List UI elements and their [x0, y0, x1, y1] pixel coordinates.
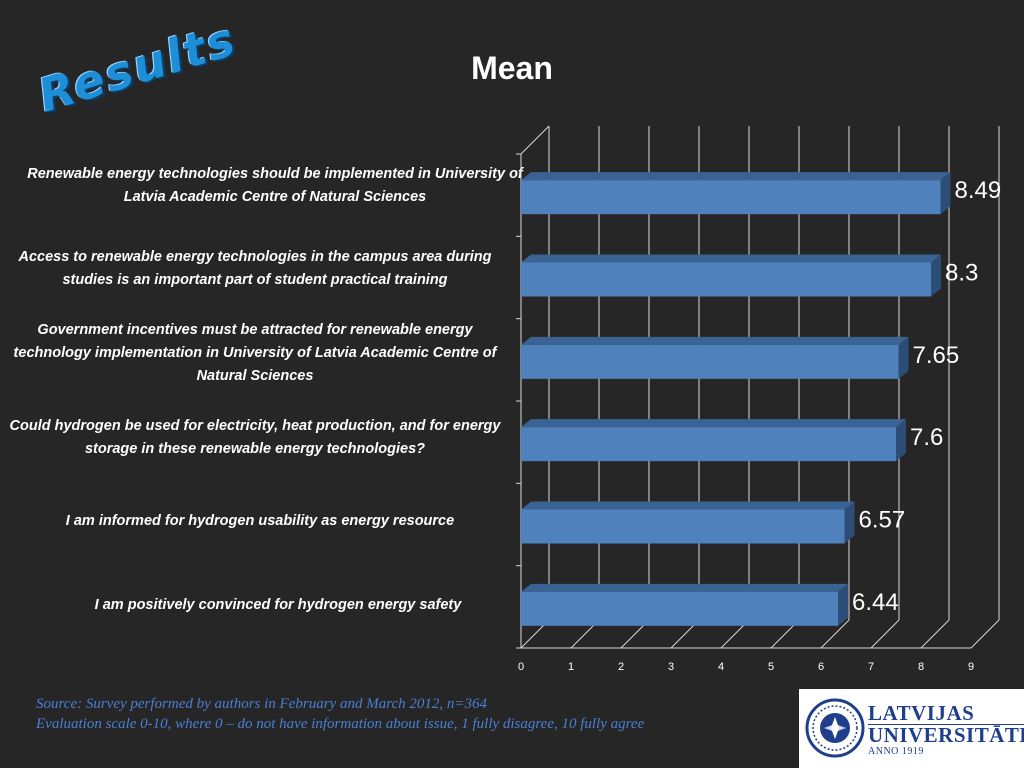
bar-top [521, 172, 951, 181]
bar-side [844, 501, 855, 544]
x-tick-label: 9 [968, 661, 974, 673]
category-label: Access to renewable energy technologies … [18, 249, 492, 288]
data-label: 6.57 [859, 507, 906, 534]
seal-icon [805, 698, 865, 758]
category-label: Could hydrogen be used for electricity, … [9, 418, 501, 457]
x-tick-label: 8 [918, 661, 924, 673]
logo-line-1: LATVIJAS [868, 701, 975, 725]
bar [521, 427, 896, 462]
x-tick-label: 3 [668, 661, 674, 673]
x-tick-label: 5 [768, 661, 774, 673]
data-label: 8.3 [945, 260, 978, 287]
bar-top [521, 501, 855, 510]
bar-side [940, 172, 951, 215]
bar [521, 509, 845, 544]
category-label: Renewable energy technologies should be … [27, 166, 523, 205]
bar-top [521, 254, 941, 263]
x-tick-label: 7 [868, 661, 874, 673]
data-label: 7.6 [910, 424, 943, 451]
floor-line [970, 619, 1000, 649]
floor-line [820, 619, 850, 649]
source-note: Source: Survey performed by authors in F… [36, 694, 644, 734]
x-tick-label: 6 [818, 661, 824, 673]
category-label: Government incentives must be attracted … [13, 322, 497, 384]
floor-line [920, 619, 950, 649]
bar [521, 591, 838, 626]
x-tick-label: 4 [718, 661, 724, 673]
x-tick-label: 2 [618, 661, 624, 673]
x-tick-label: 0 [518, 661, 524, 673]
scale-note: Evaluation scale 0-10, where 0 – do not … [36, 716, 645, 732]
source-line: Source: Survey performed by authors in F… [36, 696, 488, 712]
bar-side [931, 254, 941, 297]
category-label: I am informed for hydrogen usability as … [65, 513, 455, 529]
bar [521, 262, 931, 297]
logo-line-3: ANNO 1919 [868, 746, 924, 757]
bar-chart: 0 1 2 3 4 5 6 7 8 9 8.49 8.3 7.65 7.6 6.57 6.44 [516, 125, 1002, 673]
bar-top [521, 583, 848, 592]
x-tick-label: 1 [568, 661, 574, 673]
floor-line [870, 619, 900, 649]
bar-side [838, 583, 848, 626]
data-label: 6.44 [852, 589, 899, 616]
data-label: 7.65 [913, 342, 960, 369]
bar-side [896, 419, 906, 462]
university-logo: LATVIJAS UNIVERSITĀTE ANNO 1919 [799, 689, 1024, 768]
data-label: 8.49 [955, 177, 1002, 204]
bar-side [898, 336, 909, 379]
chart-title: Mean [471, 50, 553, 86]
bar [521, 180, 941, 215]
wall-top-edge [520, 125, 550, 155]
logo-line-2: UNIVERSITĀTE [868, 724, 1024, 746]
bar-top [521, 336, 909, 345]
bar [521, 344, 899, 379]
bar-top [521, 419, 906, 428]
category-label: I am positively convinced for hydrogen e… [94, 597, 462, 613]
